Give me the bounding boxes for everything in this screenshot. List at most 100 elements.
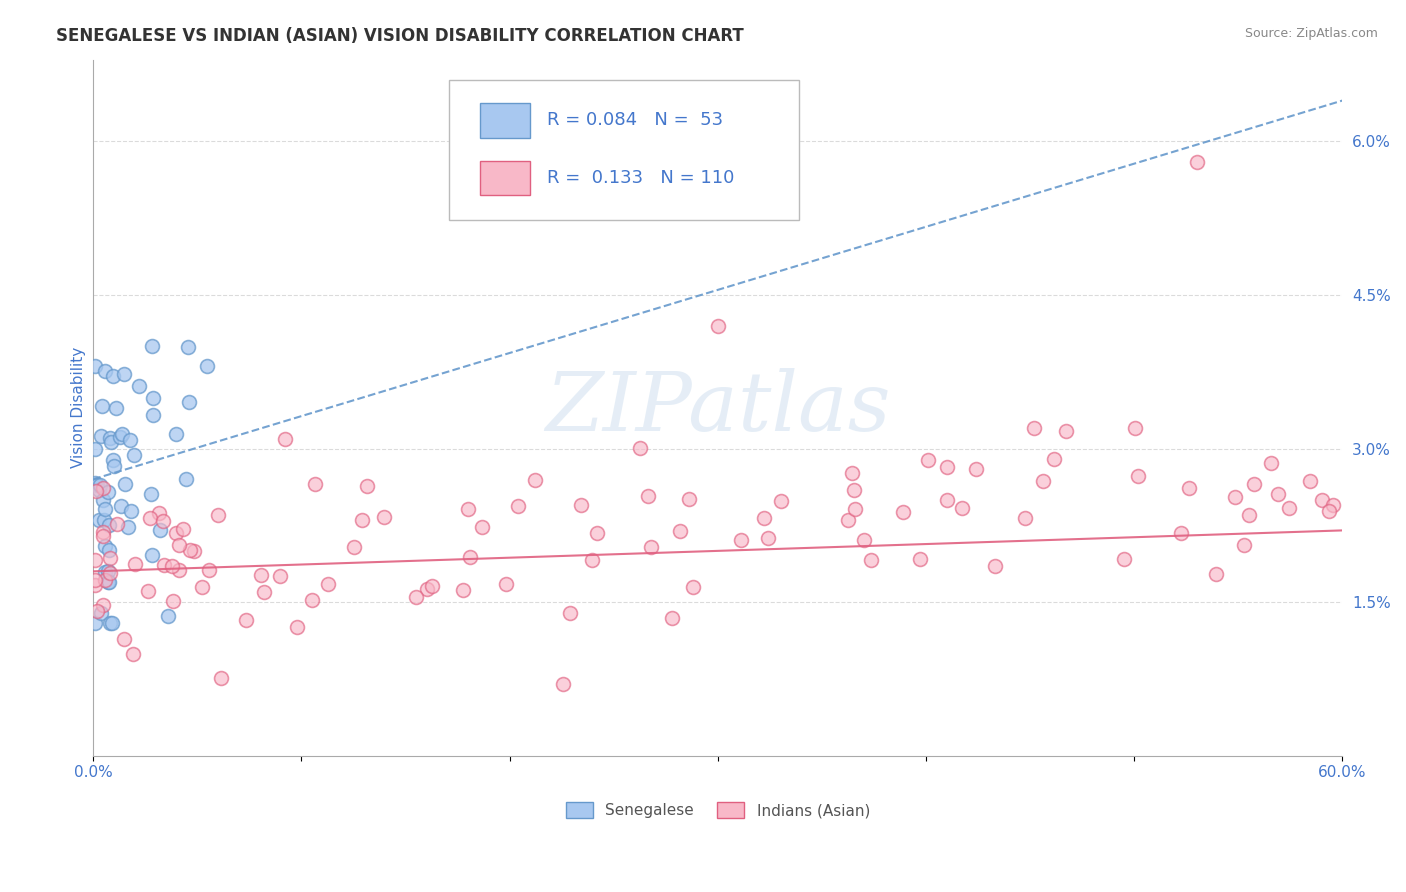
- Point: [93, 513, 115, 527]
- Point: [84, 483, 107, 498]
- Point: [274, 432, 297, 446]
- Point: [97, 485, 120, 500]
- Point: [253, 585, 276, 599]
- Point: [1123, 421, 1146, 435]
- Point: [174, 472, 197, 486]
- Point: [471, 520, 494, 534]
- Point: [167, 563, 190, 577]
- Point: [422, 579, 444, 593]
- Point: [177, 395, 200, 409]
- Point: [97, 574, 120, 589]
- Point: [640, 540, 662, 554]
- Point: [1043, 452, 1066, 467]
- Point: [110, 499, 132, 513]
- Point: [141, 549, 163, 563]
- Point: [93, 364, 115, 378]
- Point: [110, 426, 132, 441]
- Point: [637, 489, 659, 503]
- Point: [89, 477, 111, 491]
- Point: [965, 461, 987, 475]
- Text: R = 0.084   N =  53: R = 0.084 N = 53: [547, 112, 723, 129]
- Point: [842, 483, 865, 497]
- Point: [121, 647, 143, 661]
- Point: [207, 508, 229, 522]
- Point: [100, 432, 122, 446]
- Point: [118, 433, 141, 447]
- Point: [1032, 475, 1054, 489]
- Point: [97, 517, 120, 532]
- Point: [628, 442, 651, 456]
- Point: [162, 593, 184, 607]
- Point: [191, 580, 214, 594]
- Point: [139, 511, 162, 525]
- Point: [94, 502, 117, 516]
- Point: [198, 563, 221, 577]
- Point: [152, 514, 174, 528]
- Point: [141, 339, 163, 353]
- Point: [152, 558, 174, 573]
- Point: [682, 580, 704, 594]
- Point: [917, 452, 939, 467]
- Point: [93, 573, 115, 587]
- Point: [585, 525, 607, 540]
- Point: [94, 565, 117, 579]
- Point: [506, 499, 529, 513]
- Point: [209, 671, 232, 685]
- Point: [1205, 567, 1227, 582]
- Point: [112, 367, 135, 381]
- Point: [1170, 525, 1192, 540]
- Point: [569, 498, 592, 512]
- Point: [101, 452, 124, 467]
- Point: [97, 542, 120, 557]
- Point: [730, 533, 752, 547]
- Point: [98, 575, 121, 590]
- Point: [301, 593, 323, 607]
- Point: [98, 551, 121, 566]
- Point: [678, 491, 700, 506]
- Point: [91, 482, 114, 496]
- Point: [112, 632, 135, 646]
- Point: [661, 611, 683, 625]
- Point: [172, 522, 194, 536]
- Point: [101, 368, 124, 383]
- Point: [90, 606, 112, 620]
- Point: [1243, 476, 1265, 491]
- Point: [84, 578, 107, 592]
- Point: [197, 359, 219, 373]
- Point: [142, 392, 165, 406]
- Point: [160, 559, 183, 574]
- Point: [103, 458, 125, 473]
- Point: [93, 539, 115, 553]
- Point: [122, 448, 145, 462]
- Point: [86, 478, 108, 492]
- Point: [936, 460, 959, 475]
- Point: [1185, 155, 1208, 169]
- Point: [893, 505, 915, 519]
- Point: [1126, 469, 1149, 483]
- Point: [84, 359, 107, 373]
- Point: [1260, 456, 1282, 470]
- Point: [373, 510, 395, 524]
- Point: [1267, 486, 1289, 500]
- Point: [136, 584, 159, 599]
- Point: [752, 510, 775, 524]
- Point: [343, 541, 366, 555]
- Point: [97, 565, 120, 579]
- Point: [1277, 500, 1299, 515]
- Point: [167, 539, 190, 553]
- Point: [91, 529, 114, 543]
- Point: [560, 606, 582, 620]
- Point: [523, 473, 546, 487]
- Point: [128, 379, 150, 393]
- Point: [117, 520, 139, 534]
- Point: [769, 493, 792, 508]
- Point: [124, 557, 146, 571]
- Point: [758, 531, 780, 545]
- Text: ZIPatlas: ZIPatlas: [546, 368, 890, 448]
- Point: [84, 573, 107, 587]
- Point: [1177, 481, 1199, 495]
- Point: [837, 513, 859, 527]
- Point: [120, 504, 142, 518]
- Point: [149, 523, 172, 537]
- Point: [98, 615, 121, 630]
